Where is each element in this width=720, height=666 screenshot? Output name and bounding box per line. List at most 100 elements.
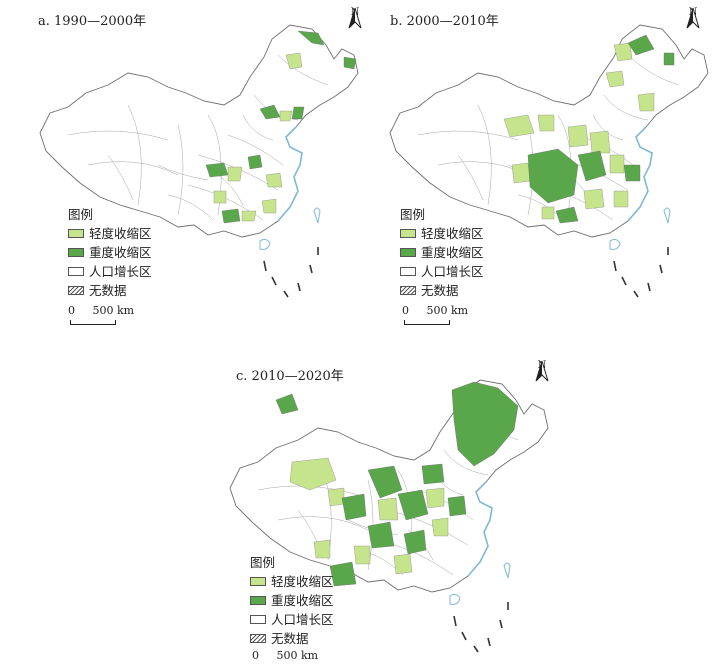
heavy-shrink-region	[367, 521, 395, 549]
legend-item-growth: 人口增长区	[68, 262, 152, 281]
province-boundary	[157, 164, 209, 181]
light-swatch	[68, 229, 84, 238]
light-shrink-region	[241, 210, 257, 222]
light-shrink-region	[285, 52, 303, 70]
heavy-shrink-region	[205, 162, 229, 178]
scale-bar-b: 0 500 km	[402, 304, 468, 325]
panel-title-a: a. 1990—2000年	[38, 14, 147, 29]
legend-title: 图例	[68, 207, 94, 222]
light-shrink-region	[511, 162, 531, 184]
province-boundary	[187, 184, 264, 221]
heavy-shrink-region	[663, 52, 675, 66]
light-shrink-region	[289, 457, 337, 491]
heavy-shrink-region	[367, 465, 403, 499]
compass-icon	[535, 361, 549, 382]
heavy-shrink-region	[397, 489, 429, 521]
light-shrink-region	[425, 487, 445, 509]
island	[449, 593, 461, 605]
heavy-shrink-region	[291, 106, 305, 120]
legend-item-nodata: 无数据	[68, 281, 152, 300]
heavy-shrink-region	[297, 30, 325, 46]
coastline	[277, 126, 303, 222]
north-arrow-c: N	[533, 361, 551, 382]
province-boundary	[557, 114, 572, 216]
light-shrink-region	[567, 124, 589, 148]
nodata-swatch	[68, 286, 84, 295]
province-boundary	[227, 134, 284, 166]
legend-b: 图例 轻度收缩区 重度收缩区 人口增长区 无数据	[400, 207, 484, 300]
province-boundary	[107, 154, 134, 201]
heavy-shrink-region	[577, 150, 607, 182]
province-boundary	[477, 104, 492, 206]
scale-bar-a: 0 500 km	[68, 304, 135, 325]
legend-item-light: 轻度收缩区	[68, 224, 152, 243]
heavy-shrink-region	[259, 104, 281, 120]
heavy-shrink-region	[627, 34, 655, 56]
province-boundary	[177, 124, 184, 216]
island	[503, 562, 511, 579]
province-boundary	[67, 130, 169, 141]
legend-item-growth: 人口增长区	[400, 262, 484, 281]
heavy-shrink-region	[221, 208, 241, 224]
island	[259, 238, 271, 250]
light-shrink-region	[541, 206, 555, 220]
light-shrink-region	[613, 42, 633, 62]
province-boundary	[457, 154, 484, 201]
china-map-b	[389, 24, 709, 298]
legend-item-nodata: 无数据	[250, 629, 334, 648]
light-shrink-region	[503, 114, 535, 138]
coastline	[467, 481, 493, 577]
light-shrink-region	[609, 154, 625, 174]
north-arrow-a: N	[346, 8, 364, 29]
heavy-shrink-region	[403, 529, 427, 555]
province-boundary	[417, 130, 519, 141]
panel-title-c: c. 2010—2020年	[236, 369, 344, 384]
province-boundary	[277, 516, 369, 531]
province-boundary	[277, 54, 329, 86]
heavy-shrink-region	[451, 381, 519, 467]
light-shrink-region	[227, 166, 243, 182]
south-china-sea-boundary	[263, 247, 319, 298]
heavy-shrink-region	[447, 495, 467, 517]
heavy-shrink-region	[247, 154, 263, 170]
scale-zero: 0	[68, 304, 75, 317]
light-shrink-region	[537, 114, 555, 132]
legend-item-nodata: 无数据	[400, 281, 484, 300]
legend-c: 图例 轻度收缩区 重度收缩区 人口增长区 无数据	[250, 555, 334, 648]
light-shrink-region	[213, 190, 227, 204]
legend-item-light: 轻度收缩区	[250, 572, 334, 591]
light-shrink-region	[261, 198, 277, 214]
heavy-shrink-region	[329, 561, 357, 587]
province-boundary	[167, 194, 214, 221]
south-china-sea-boundary	[453, 602, 509, 653]
legend-item-heavy: 重度收缩区	[68, 243, 152, 262]
compass-icon	[686, 8, 700, 29]
light-shrink-region	[431, 517, 449, 537]
south-china-sea-boundary	[613, 247, 669, 298]
island	[663, 207, 671, 224]
legend-a: 图例 轻度收缩区 重度收缩区 人口增长区 无数据	[68, 205, 152, 300]
province-boundary	[127, 104, 142, 206]
light-shrink-region	[327, 487, 345, 507]
heavy-shrink-region	[555, 206, 579, 224]
province-boundary	[443, 449, 489, 476]
china-map-a	[39, 24, 359, 298]
province-boundary	[242, 114, 274, 141]
legend-item-growth: 人口增长区	[250, 610, 334, 629]
province-boundary	[217, 174, 244, 206]
compass-icon	[348, 8, 362, 29]
light-shrink-region	[393, 553, 413, 575]
light-shrink-region	[589, 130, 611, 154]
scale-distance: 500 km	[92, 304, 135, 317]
light-shrink-region	[353, 545, 371, 565]
legend-item-heavy: 重度收缩区	[400, 243, 484, 262]
island	[313, 207, 321, 224]
north-arrow-b: N	[684, 8, 702, 29]
heavy-shrink-region	[275, 393, 299, 415]
light-shrink-region	[279, 110, 293, 122]
light-shrink-region	[265, 172, 283, 188]
heavy-swatch	[68, 248, 84, 257]
panel-title-b: b. 2000—2010年	[390, 14, 499, 29]
heavy-shrink-region	[421, 463, 445, 485]
province-boundary	[417, 489, 474, 521]
